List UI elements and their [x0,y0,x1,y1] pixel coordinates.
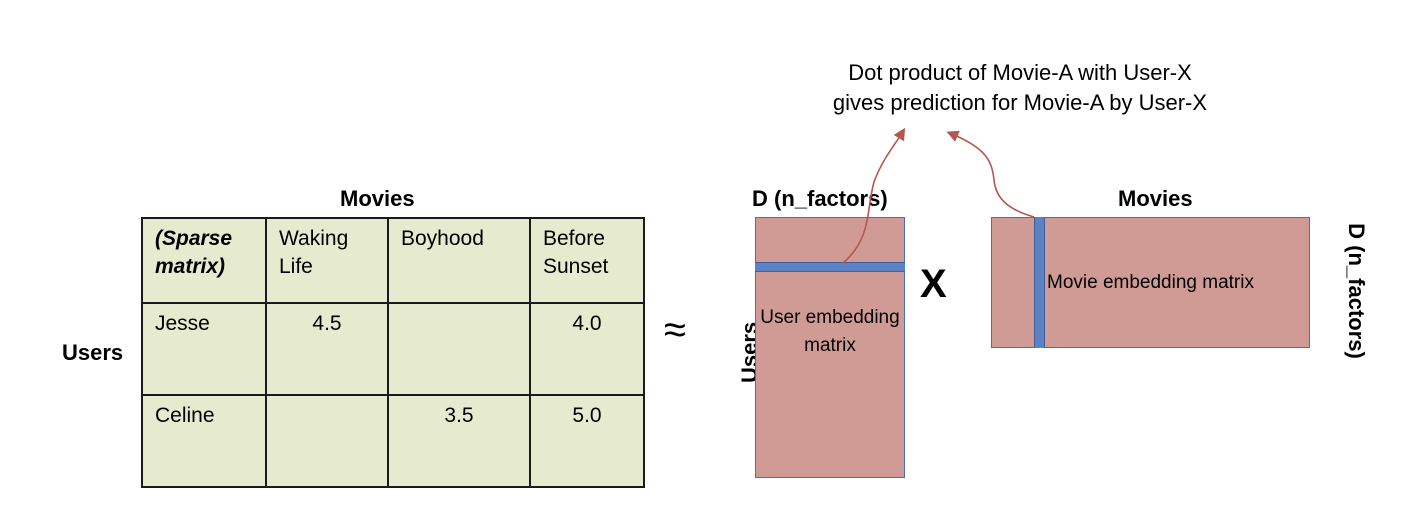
times-symbol: X [920,262,947,306]
sparse-rating-table: (Sparse matrix) Waking Life Boyhood Befo… [141,217,645,488]
approx-symbol: ≈ [664,308,686,352]
rating-cell [387,302,531,396]
column-header-boyhood: Boyhood [387,217,531,304]
movie-matrix-top-label: Movies [1118,186,1193,211]
sparse-table-title: Movies [340,186,415,211]
user-matrix-top-label: D (n_factors) [752,186,888,211]
movie-matrix-label: Movie embedding matrix [1047,272,1254,293]
column-header-before-sunset: Before Sunset [529,217,645,304]
row-user: Celine [141,394,267,488]
user-row-band [755,262,905,272]
caption: Dot product of Movie-A with User-X gives… [760,58,1280,118]
rating-cell: 4.0 [529,302,645,396]
rating-cell: 5.0 [529,394,645,488]
caption-line-2: gives prediction for Movie-A by User-X [832,90,1208,115]
table-row: Jesse 4.5 4.0 [141,302,645,396]
movie-column-arrow [946,130,1035,218]
table-header-row: (Sparse matrix) Waking Life Boyhood Befo… [141,217,645,304]
user-matrix-label: User embedding matrix [760,307,900,356]
sparse-matrix-label: (Sparse matrix) [141,217,267,304]
rating-cell: 4.5 [265,302,389,396]
user-row-arrow [842,127,906,264]
rating-cell: 3.5 [387,394,531,488]
caption-line-1: Dot product of Movie-A with User-X [848,60,1192,85]
rating-cell [265,394,389,488]
movie-column-band [1034,217,1045,348]
table-row: Celine 3.5 5.0 [141,394,645,488]
row-user: Jesse [141,302,267,396]
user-embedding-matrix [755,217,905,478]
column-header-waking-life: Waking Life [265,217,389,304]
users-row-label: Users [62,340,124,365]
